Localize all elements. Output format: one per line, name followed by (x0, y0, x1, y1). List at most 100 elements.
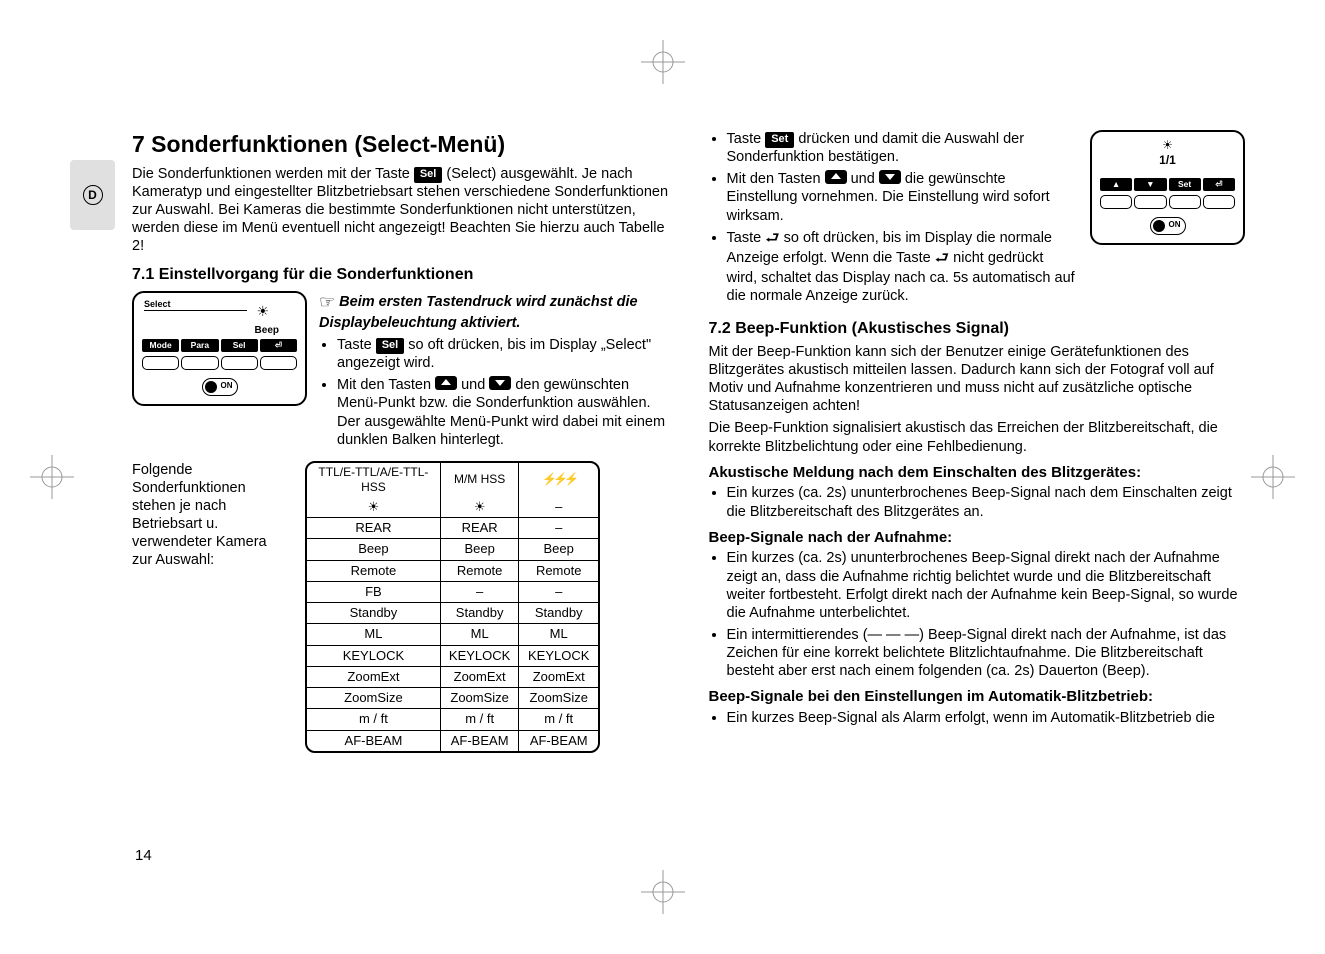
table-cell: REAR (307, 518, 441, 539)
down-button: ▼ (1134, 178, 1166, 191)
bullet-a1: Ein kurzes (ca. 2s) ununterbrochenes Bee… (727, 484, 1246, 520)
table-row: ZoomExtZoomExtZoomExt (307, 667, 598, 688)
para-7-2-2: Die Beep-Funktion signalisiert akustisch… (709, 419, 1246, 455)
right-step-3: Taste ⮐ so oft drücken, bis im Display d… (727, 229, 1077, 305)
heading-7-1: 7.1 Einstellvorgang für die Sonderfunkti… (132, 265, 669, 285)
left-column: 7 Sonderfunktionen (Select-Menü) Die Son… (132, 130, 669, 864)
table-cell: Remote (307, 561, 441, 582)
para-7-2-1: Mit der Beep-Funktion kann sich der Benu… (709, 343, 1246, 416)
table-cell: KEYLOCK (441, 646, 520, 667)
table-header: TTL/E-TTL/A/E-TTL-HSS (307, 463, 441, 497)
right-step-1: Taste Set drücken und damit die Auswahl … (727, 130, 1077, 166)
table-cell: ZoomSize (307, 688, 441, 709)
right-column: Taste Set drücken und damit die Auswahl … (709, 130, 1246, 864)
table-cell: KEYLOCK (519, 646, 598, 667)
sun-icon: ☀ (256, 303, 269, 321)
table-cell: ZoomExt (519, 667, 598, 688)
table-cell: Beep (307, 539, 441, 560)
table-cell: REAR (441, 518, 520, 539)
return-button: ⏎ (260, 339, 297, 352)
table-cell: Beep (441, 539, 520, 560)
table-header: M/M HSS (441, 463, 520, 497)
blank-button (260, 356, 297, 370)
table-cell: Beep (519, 539, 598, 560)
power-switch: ON (1150, 217, 1186, 235)
sun-icon: ☀ (1100, 138, 1235, 153)
table-cell: – (519, 582, 598, 603)
return-button: ⏎ (1203, 178, 1235, 191)
lcd-ratio-label: 1/1 (1100, 153, 1235, 168)
table-cell: ZoomExt (441, 667, 520, 688)
table-row: FB–– (307, 582, 598, 603)
table-row: KEYLOCKKEYLOCKKEYLOCK (307, 646, 598, 667)
sel-button-label: Sel (414, 167, 443, 183)
blank-button (1100, 195, 1132, 209)
functions-table: TTL/E-TTL/A/E-TTL-HSS M/M HSS ⚡⚡⚡ ☀☀–REA… (305, 461, 600, 753)
table-row: AF-BEAMAF-BEAMAF-BEAM (307, 731, 598, 751)
power-switch: ON (202, 378, 238, 396)
table-cell: KEYLOCK (307, 646, 441, 667)
return-icon: ⮐ (765, 229, 779, 249)
on-label: ON (1169, 220, 1181, 230)
step-7-1-1: Taste Sel so oft drücken, bis im Display… (337, 336, 669, 372)
crop-mark-bottom (641, 870, 685, 914)
bullet-b1: Ein kurzes (ca. 2s) ununterbrochenes Bee… (727, 549, 1246, 622)
table-row: REARREAR– (307, 518, 598, 539)
table-cell: m / ft (307, 709, 441, 730)
lcd-select-label: Select (144, 299, 171, 310)
pointer-hand-icon: ☞ (319, 291, 335, 314)
table-cell: AF-BEAM (441, 731, 520, 751)
sel-button-label: Sel (376, 338, 405, 354)
table-cell: Standby (307, 603, 441, 624)
table-cell: – (519, 518, 598, 539)
blank-button (181, 356, 218, 370)
heading-7: 7 Sonderfunktionen (Select-Menü) (132, 130, 669, 159)
table-cell: ML (441, 624, 520, 645)
heading-7-2: 7.2 Beep-Funktion (Akustisches Signal) (709, 319, 1246, 339)
table-cell: m / ft (519, 709, 598, 730)
up-button: ▲ (1100, 178, 1132, 191)
table-row: MLMLML (307, 624, 598, 645)
bullet-b2: Ein intermittierendes (— — —) Beep-Signa… (727, 626, 1246, 680)
device-figure-set: ☀ 1/1 ▲ ▼ Set ⏎ (1090, 130, 1245, 245)
return-icon: ⮐ (935, 249, 949, 269)
table-cell: Remote (441, 561, 520, 582)
up-arrow-icon (825, 170, 847, 184)
right-step-2: Mit den Tasten und die gewünschte Einste… (727, 170, 1077, 224)
set-button: Set (1169, 178, 1201, 191)
intro-paragraph: Die Sonderfunktionen werden mit der Tast… (132, 165, 669, 256)
table-cell: ZoomSize (519, 688, 598, 709)
table-cell: m / ft (441, 709, 520, 730)
table-row: StandbyStandbyStandby (307, 603, 598, 624)
bullet-c1: Ein kurzes Beep-Signal als Alarm erfolgt… (727, 709, 1246, 727)
table-cell: ☀ (441, 497, 520, 518)
table-cell: ZoomExt (307, 667, 441, 688)
down-arrow-icon (879, 170, 901, 184)
table-row: ZoomSizeZoomSizeZoomSize (307, 688, 598, 709)
table-cell: ZoomSize (441, 688, 520, 709)
table-row: BeepBeepBeep (307, 539, 598, 560)
subhead-auto-flash: Beep-Signale bei den Einstellungen im Au… (709, 688, 1246, 707)
para-button: Para (181, 339, 218, 352)
table-row: RemoteRemoteRemote (307, 561, 598, 582)
lcd-beep-label: Beep (255, 325, 279, 338)
blank-button (221, 356, 258, 370)
step-7-1-2: Mit den Tasten und den gewünschten Menü-… (337, 376, 669, 449)
blank-button (1134, 195, 1166, 209)
table-cell: Standby (519, 603, 598, 624)
table-header: ⚡⚡⚡ (519, 463, 598, 497)
crop-mark-right (1251, 455, 1295, 499)
up-arrow-icon (435, 376, 457, 390)
table-cell: ML (519, 624, 598, 645)
page-content: 7 Sonderfunktionen (Select-Menü) Die Son… (80, 130, 1245, 864)
table-cell: AF-BEAM (519, 731, 598, 751)
mode-button: Mode (142, 339, 179, 352)
note-7-1: ☞ Beim ersten Tastendruck wird zunächst … (319, 291, 669, 332)
table-cell: AF-BEAM (307, 731, 441, 751)
table-prose: Folgende Sonderfunktionen stehen je nach… (132, 461, 287, 570)
table-cell: ML (307, 624, 441, 645)
table-cell: – (441, 582, 520, 603)
table-cell: ☀ (307, 497, 441, 518)
blank-button (1203, 195, 1235, 209)
table-cell: FB (307, 582, 441, 603)
